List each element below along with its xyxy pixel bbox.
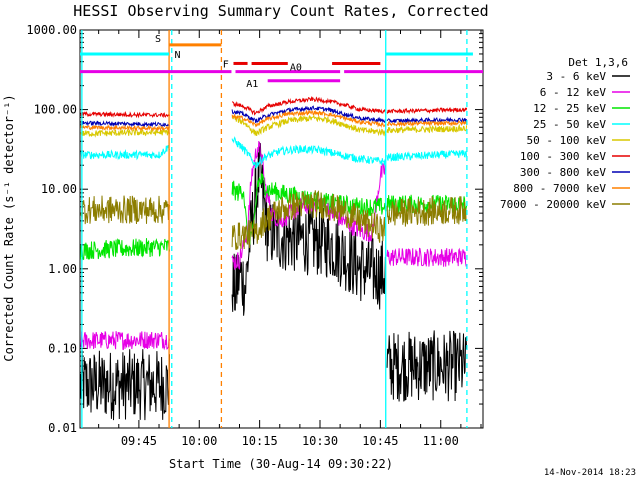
- legend-label: 3 - 6 keV: [546, 70, 606, 83]
- series-line: [386, 330, 468, 402]
- legend-label: 25 - 50 keV: [533, 118, 606, 131]
- x-tick-label: 10:15: [242, 434, 278, 448]
- y-tick-label: 0.01: [48, 421, 77, 435]
- series-line: [80, 331, 170, 351]
- plot-area: 1000.00 100.00 10.00 1.00 0.10 0.01 09:45 10:00…: [26, 23, 484, 448]
- chart-title: HESSI Observing Summary Count Rates, Cor…: [73, 2, 488, 20]
- flag-label: S: [155, 34, 161, 45]
- series-3-6-kev: [80, 142, 468, 421]
- legend-label: 50 - 100 keV: [527, 134, 607, 147]
- series-50-100-kev: [80, 113, 468, 138]
- series-25-50-kev: [80, 136, 468, 169]
- x-tick-label: 10:45: [362, 434, 398, 448]
- series-100-300-kev: [80, 95, 468, 119]
- series-line: [80, 195, 170, 225]
- series-line: [386, 247, 467, 267]
- series-line: [80, 124, 170, 132]
- flag-label: N: [174, 50, 180, 61]
- flag-label: A1: [246, 79, 258, 90]
- flag-label: F: [223, 59, 229, 70]
- x-tick-label: 10:00: [181, 434, 217, 448]
- legend-header: Det 1,3,6: [568, 56, 628, 69]
- legend: 3 - 6 keV 6 - 12 keV 12 - 25 keV 25 - 50 ke…: [500, 70, 630, 211]
- legend-label: 7000 - 20000 keV: [500, 198, 606, 211]
- series-line: [386, 149, 468, 162]
- x-axis-label: Start Time (30-Aug-14 09:30:22): [169, 457, 393, 471]
- series-line: [231, 190, 386, 250]
- series-line: [386, 123, 468, 134]
- y-tick-label: 10.00: [41, 182, 77, 196]
- flag-label: A0: [290, 63, 302, 74]
- y-axis-label: Corrected Count Rate (s⁻¹ detector⁻¹): [2, 94, 16, 361]
- legend-label: 300 - 800 keV: [520, 166, 606, 179]
- y-tick-label: 0.10: [48, 341, 77, 355]
- series-line: [231, 142, 386, 316]
- series-line: [386, 195, 468, 227]
- series-line: [80, 127, 170, 138]
- plot-frame: [79, 29, 484, 429]
- series-line: [80, 145, 170, 161]
- x-tick-label: 11:00: [423, 434, 459, 448]
- legend-label: 800 - 7000 keV: [513, 182, 606, 195]
- series-line: [231, 136, 386, 169]
- series-line: [80, 349, 170, 421]
- series-line: [231, 95, 386, 116]
- legend-label: 6 - 12 keV: [540, 86, 607, 99]
- x-tick-label: 09:45: [121, 434, 157, 448]
- series-line: [231, 113, 386, 137]
- series-line: [80, 110, 170, 119]
- series-line: [386, 106, 468, 115]
- y-tick-label: 1000.00: [26, 23, 77, 37]
- series-7000-20000-kev: [80, 190, 468, 250]
- series-line: [386, 119, 468, 128]
- y-tick-label: 1.00: [48, 262, 77, 276]
- series-line: [231, 109, 386, 128]
- series-800-7000-kev: [80, 109, 468, 132]
- x-tick-label: 10:30: [302, 434, 338, 448]
- series-line: [231, 105, 386, 124]
- series-line: [80, 120, 170, 128]
- series-line: [386, 116, 468, 125]
- legend-label: 12 - 25 keV: [533, 102, 606, 115]
- series-line: [80, 238, 170, 261]
- legend-label: 100 - 300 keV: [520, 150, 606, 163]
- y-tick-label: 100.00: [34, 103, 77, 117]
- timestamp-footer: 14-Nov-2014 18:23: [544, 468, 636, 478]
- series-300-800-kev: [80, 105, 468, 128]
